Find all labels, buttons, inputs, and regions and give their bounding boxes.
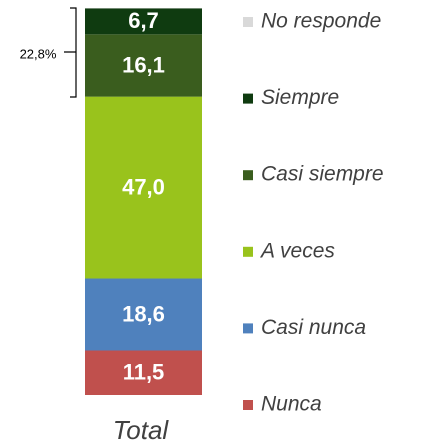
value-label: 11,5	[123, 360, 165, 385]
value-label: 16,1	[122, 52, 165, 77]
legend-label: A veces	[259, 239, 335, 262]
value-label: 6,7	[128, 8, 159, 33]
legend-swatch	[243, 246, 253, 257]
legend-swatch	[243, 400, 253, 410]
legend-label: No responde	[261, 10, 381, 33]
bar-segment	[85, 278, 202, 351]
bar-segment	[85, 34, 202, 97]
legend-swatch	[243, 17, 253, 27]
bar-segment	[85, 8, 202, 35]
value-label: 47,0	[122, 174, 165, 199]
bracket	[64, 7, 77, 98]
legend-label: Nunca	[261, 393, 322, 416]
annotation: 22,8%	[20, 46, 57, 61]
bar-segment	[85, 350, 202, 395]
value-label: 18,6	[122, 301, 165, 326]
legend-swatch	[243, 323, 253, 334]
legend-swatch	[243, 93, 253, 104]
legend-label: Siempre	[261, 86, 339, 109]
legend-swatch	[243, 170, 253, 181]
legend-label: Casi siempre	[261, 163, 384, 186]
bar-segment	[85, 96, 202, 279]
legend-label: Casi nunca	[261, 316, 366, 339]
x-tick-label: Total	[113, 415, 170, 445]
